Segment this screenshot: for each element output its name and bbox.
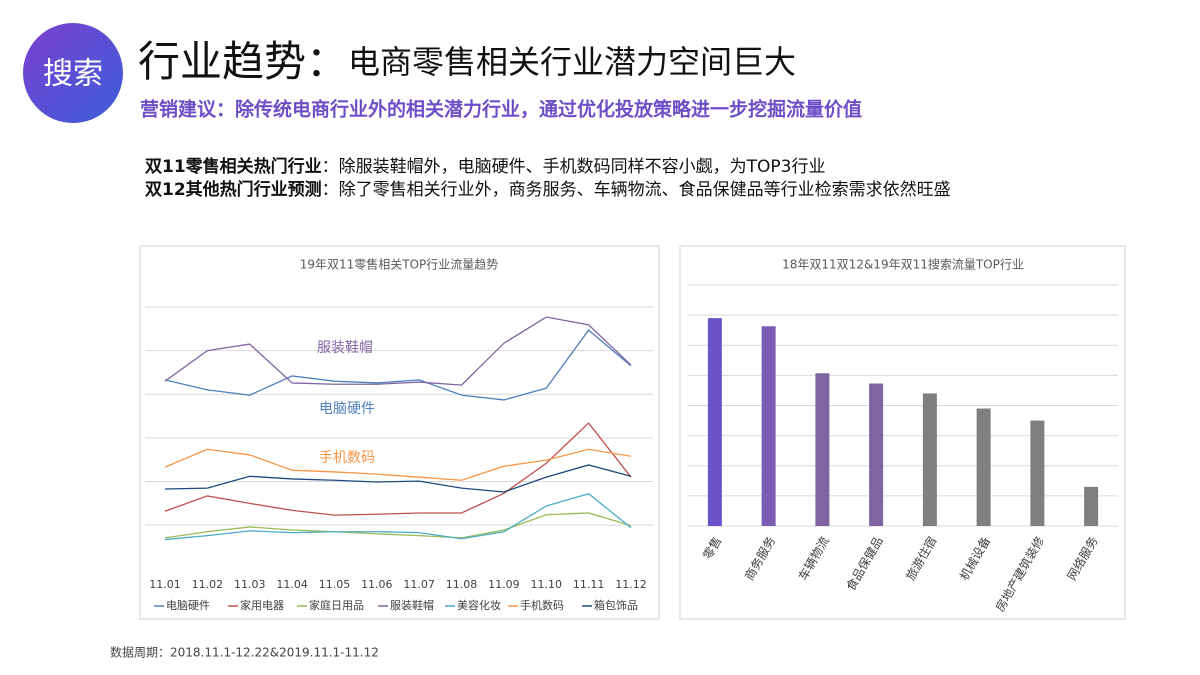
x-tick-label: 11.04 [276,578,308,591]
series-line [164,329,632,401]
series-line [164,493,632,541]
legend-label: 服装鞋帽 [390,598,434,612]
annotation: 服装鞋帽 [317,340,373,356]
bar [869,383,884,526]
footnote: 数据周期：2018.11.1-12.22&2019.11.1-11.12 [110,645,379,660]
bar [1030,420,1045,526]
point-label: 双11零售相关热门行业 [145,156,322,177]
legend-label: 家用电器 [240,598,284,612]
bar [922,393,937,526]
subtitle: 营销建议：除传统电商行业外的相关潜力行业，通过优化投放策略进一步挖掘流量价值 [140,98,862,121]
title-rest: 电商零售相关行业潜力空间巨大 [348,43,796,81]
point-text: ：除服装鞋帽外，电脑硬件、手机数码同样不容小觑，为TOP3行业 [322,157,826,177]
bar [815,373,830,526]
bar [707,318,722,526]
logo-text: 搜索 [43,57,103,92]
series-line [164,464,632,493]
x-tick-label: 11.11 [573,578,605,591]
legend-label: 家庭日用品 [309,598,364,612]
x-tick-label: 11.05 [319,578,351,591]
bar [1084,486,1099,526]
series-line [164,316,632,386]
series-line [164,422,632,516]
series-line [164,448,632,481]
chart-frame [679,245,1126,620]
x-tick-label: 11.06 [361,578,393,591]
x-tick-label: 11.09 [488,578,520,591]
x-tick-label: 11.12 [615,578,647,591]
title: 行业趋势：电商零售相关行业潜力空间巨大 [138,37,796,86]
point-label: 双12其他热门行业预测 [145,179,322,200]
point: 双11零售相关热门行业：除服装鞋帽外，电脑硬件、手机数码同样不容小觑，为TOP3… [145,156,826,177]
logo-circle [23,23,123,123]
bar [761,326,776,526]
x-tick-label: 11.08 [446,578,478,591]
chart-title: 19年双11零售相关TOP行业流量趋势 [300,257,499,272]
legend-label: 手机数码 [520,598,564,612]
annotation: 手机数码 [319,450,375,466]
bar [976,408,991,526]
point: 双12其他热门行业预测：除了零售相关行业外，商务服务、车辆物流、食品保健品等行业… [145,179,951,200]
series-line [164,512,632,539]
point-text: ：除了零售相关行业外，商务服务、车辆物流、食品保健品等行业检索需求依然旺盛 [322,180,951,200]
legend-label: 美容化妆 [457,598,501,612]
title-main: 行业趋势： [138,37,348,86]
annotation: 电脑硬件 [319,401,375,417]
legend-label: 电脑硬件 [166,599,210,612]
x-tick-label: 11.03 [234,578,266,591]
chart-title: 18年双11双12&19年双11搜索流量TOP行业 [782,257,1024,272]
x-tick-label: 11.10 [531,578,563,591]
x-tick-label: 11.02 [192,578,224,591]
chart-frame [139,245,660,620]
x-tick-label: 11.07 [403,578,435,591]
legend-label: 箱包饰品 [594,598,638,612]
x-tick-label: 11.01 [149,578,181,591]
